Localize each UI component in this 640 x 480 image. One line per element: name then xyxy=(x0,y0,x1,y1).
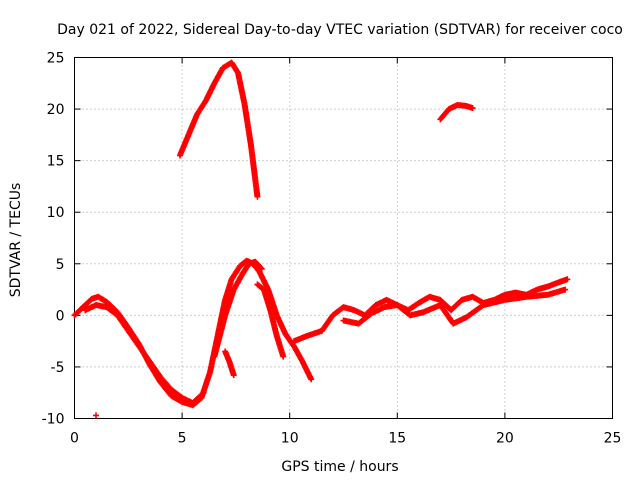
data-point-arc-rise-b xyxy=(257,264,264,271)
data-point-arc-late-low xyxy=(564,276,571,283)
y-tick-label: 15 xyxy=(47,154,65,170)
data-point-isolated xyxy=(93,412,100,419)
data-point-arc-main-b xyxy=(199,390,206,397)
plot-frame xyxy=(74,57,613,419)
y-tick-label: 25 xyxy=(47,51,65,67)
data-point-arc-main xyxy=(308,376,315,383)
x-tick-label: 5 xyxy=(178,431,187,447)
x-tick-label: 25 xyxy=(604,431,622,447)
data-point-arc-main-b xyxy=(200,389,207,396)
x-tick-label: 20 xyxy=(496,431,514,447)
y-tick-label: 5 xyxy=(56,257,65,273)
y-tick-label: 0 xyxy=(56,308,65,324)
tick-layer: 0 5 10 15 20 25 -10 -5 0 5 10 15 20 25 xyxy=(42,51,622,447)
y-axis-label: SDTVAR / TECUs xyxy=(8,183,24,298)
y-tick-label: 20 xyxy=(47,102,65,118)
y-tick-label: -5 xyxy=(51,360,65,376)
x-axis-label: GPS time / hours xyxy=(281,459,398,475)
data-point-arc-late-high xyxy=(469,105,476,112)
data-point-arc-late-low-b xyxy=(562,286,569,293)
data-point-arc-dip-b xyxy=(230,372,237,379)
x-tick-label: 10 xyxy=(281,431,299,447)
y-tick-label: 10 xyxy=(47,205,65,221)
marks-layer xyxy=(71,59,571,419)
data-point-arc-high xyxy=(254,193,261,200)
x-tick-label: 15 xyxy=(388,431,406,447)
y-tick-label: -10 xyxy=(42,412,65,428)
data-point-arc-rise-b xyxy=(258,265,265,272)
data-point-arc-dip-a xyxy=(280,353,287,360)
x-tick-label: 0 xyxy=(70,431,79,447)
chart-title: Day 021 of 2022, Sidereal Day-to-day VTE… xyxy=(57,22,623,38)
grid-layer xyxy=(74,57,613,419)
